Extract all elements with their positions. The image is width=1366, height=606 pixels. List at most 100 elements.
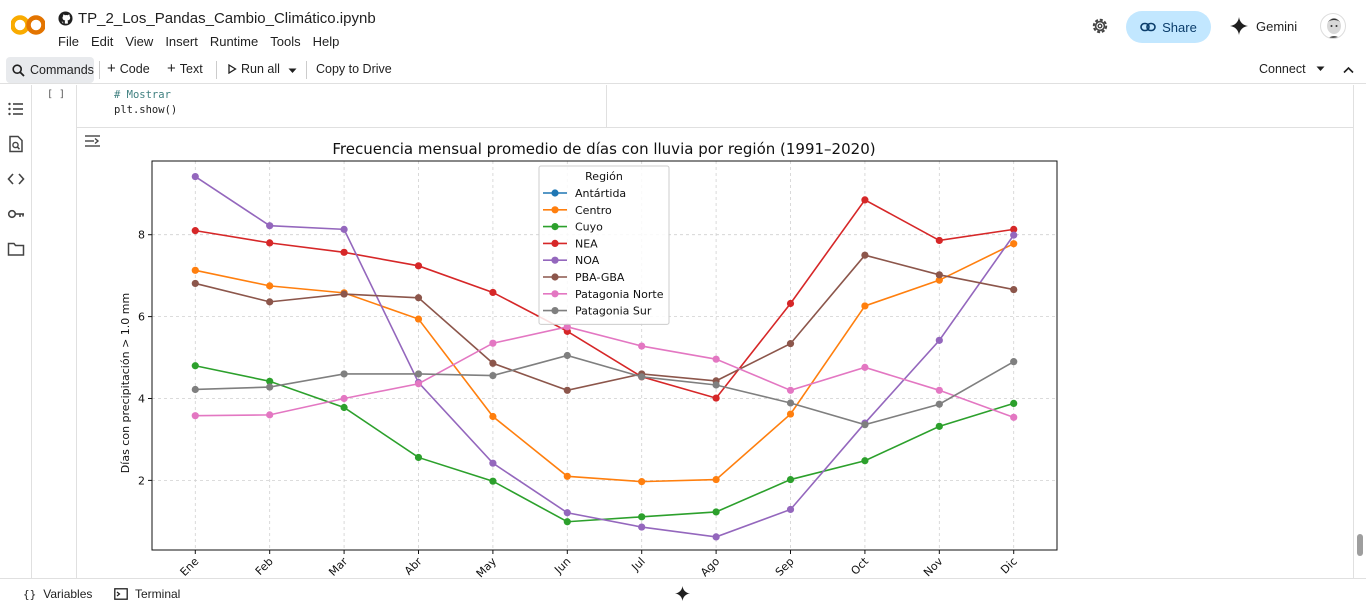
find-replace-icon[interactable]: [7, 135, 25, 153]
output-actions-icon[interactable]: [84, 133, 102, 149]
series-point: [340, 248, 348, 256]
y-tick-label: 2: [138, 474, 145, 487]
series-point: [191, 412, 199, 420]
table-of-contents-icon[interactable]: [7, 100, 25, 118]
left-sidebar: [0, 85, 32, 578]
series-point: [340, 394, 348, 403]
legend-entry-label: Patagonia Sur: [575, 305, 652, 318]
menu-insert[interactable]: Insert: [165, 34, 198, 49]
commands-label: Commands: [30, 63, 94, 77]
menu-edit[interactable]: Edit: [90, 34, 114, 49]
series-point: [861, 457, 869, 465]
series-point: [786, 475, 795, 484]
share-button[interactable]: Share: [1126, 11, 1211, 43]
terminal-button[interactable]: Terminal: [114, 587, 180, 601]
series-point: [1010, 240, 1018, 248]
scrollbar-thumb[interactable]: [1357, 534, 1363, 556]
series-point: [489, 459, 497, 467]
series-point: [414, 370, 423, 378]
menu-tools[interactable]: Tools: [270, 34, 301, 49]
series-point: [712, 394, 720, 402]
connect-button[interactable]: Connect: [1259, 62, 1325, 76]
settings-gear-icon[interactable]: [1090, 16, 1110, 36]
plus-icon: +: [167, 60, 176, 77]
notebook-title[interactable]: TP_2_Los_Pandas_Cambio_Climático.ipynb: [78, 10, 376, 27]
y-tick-labels: 2 4 6 8: [138, 229, 152, 487]
y-axis-label: Días con precipitación > 1.0 mm: [119, 293, 132, 473]
gemini-button[interactable]: Gemini: [1230, 17, 1297, 35]
legend-swatch-marker: [551, 206, 559, 214]
menu-runtime[interactable]: Runtime: [209, 34, 259, 49]
copy-to-drive-label: Copy to Drive: [316, 62, 392, 76]
series-point: [191, 172, 199, 181]
gemini-sparkle-icon[interactable]: [675, 586, 690, 601]
series-point: [266, 298, 274, 306]
series-point: [191, 266, 199, 274]
series-point: [786, 505, 795, 514]
series-point: [563, 323, 571, 331]
legend-title: Región: [585, 170, 623, 183]
series-point: [489, 371, 497, 380]
series-point: [414, 453, 423, 462]
cell-divider: [77, 127, 1353, 128]
x-tick-label: Mar: [326, 555, 350, 578]
add-code-button[interactable]: + Code: [107, 61, 150, 76]
series-point: [563, 386, 571, 394]
series-point: [1010, 225, 1018, 233]
series-point: [489, 359, 497, 367]
x-tick-label: Dic: [998, 555, 1020, 577]
series-point: [935, 422, 943, 430]
code-snippets-icon[interactable]: [7, 170, 25, 188]
menu-view[interactable]: View: [125, 34, 154, 49]
files-folder-icon[interactable]: [7, 240, 25, 258]
series-point: [638, 373, 646, 381]
series-point: [489, 339, 497, 347]
x-tick-label: Sep: [773, 555, 797, 578]
series-point: [340, 370, 348, 378]
chart-series-group: [191, 172, 1018, 541]
series-point: [861, 302, 869, 310]
colab-logo[interactable]: [11, 12, 45, 38]
add-text-button[interactable]: + Text: [167, 60, 203, 77]
cell-execution-count[interactable]: [ ]: [47, 89, 66, 100]
code-comment-line: # Mostrar: [114, 89, 171, 101]
legend-entry-label: PBA-GBA: [575, 271, 625, 284]
series-point: [489, 412, 497, 421]
series-point: [638, 523, 646, 531]
secrets-key-icon[interactable]: [7, 205, 25, 223]
series-line: [195, 254, 1014, 392]
series-line: [195, 326, 1014, 419]
user-avatar[interactable]: [1320, 13, 1346, 39]
variables-button[interactable]: {} Variables: [23, 587, 92, 601]
legend-swatch-marker: [551, 273, 559, 281]
series-point: [191, 227, 199, 235]
series-line: [194, 175, 1015, 538]
chart-title: Frecuencia mensual promedio de días con …: [332, 140, 875, 158]
legend-swatch-marker: [551, 307, 559, 315]
legend-entry-label: Antártida: [575, 187, 626, 200]
gemini-label: Gemini: [1256, 18, 1298, 34]
series-line: [195, 242, 1015, 483]
series-point: [563, 509, 571, 517]
series-point: [266, 383, 274, 391]
gemini-sparkle-icon: [1230, 17, 1248, 35]
menu-file[interactable]: File: [58, 34, 79, 49]
series-point: [712, 475, 720, 484]
commands-button[interactable]: Commands: [6, 57, 94, 83]
run-all-dropdown-icon[interactable]: [288, 68, 297, 74]
series-point: [191, 385, 199, 394]
collapse-chevron-up-icon[interactable]: [1343, 66, 1354, 74]
run-all-button[interactable]: Run all: [227, 62, 280, 76]
run-all-label: Run all: [241, 62, 280, 76]
series-point: [861, 363, 869, 371]
x-tick-label: Ene: [178, 555, 202, 578]
code-cell-editor[interactable]: # Mostrar plt.show(): [77, 85, 607, 127]
series-point: [935, 336, 943, 344]
series-point: [712, 355, 720, 363]
header: TP_2_Los_Pandas_Cambio_Climático.ipynb F…: [0, 0, 1366, 56]
connect-dropdown-icon[interactable]: [1316, 66, 1325, 72]
menu-help[interactable]: Help: [312, 34, 340, 49]
series-point: [1010, 285, 1018, 294]
terminal-icon: [114, 588, 128, 600]
copy-to-drive-button[interactable]: Copy to Drive: [316, 62, 392, 76]
